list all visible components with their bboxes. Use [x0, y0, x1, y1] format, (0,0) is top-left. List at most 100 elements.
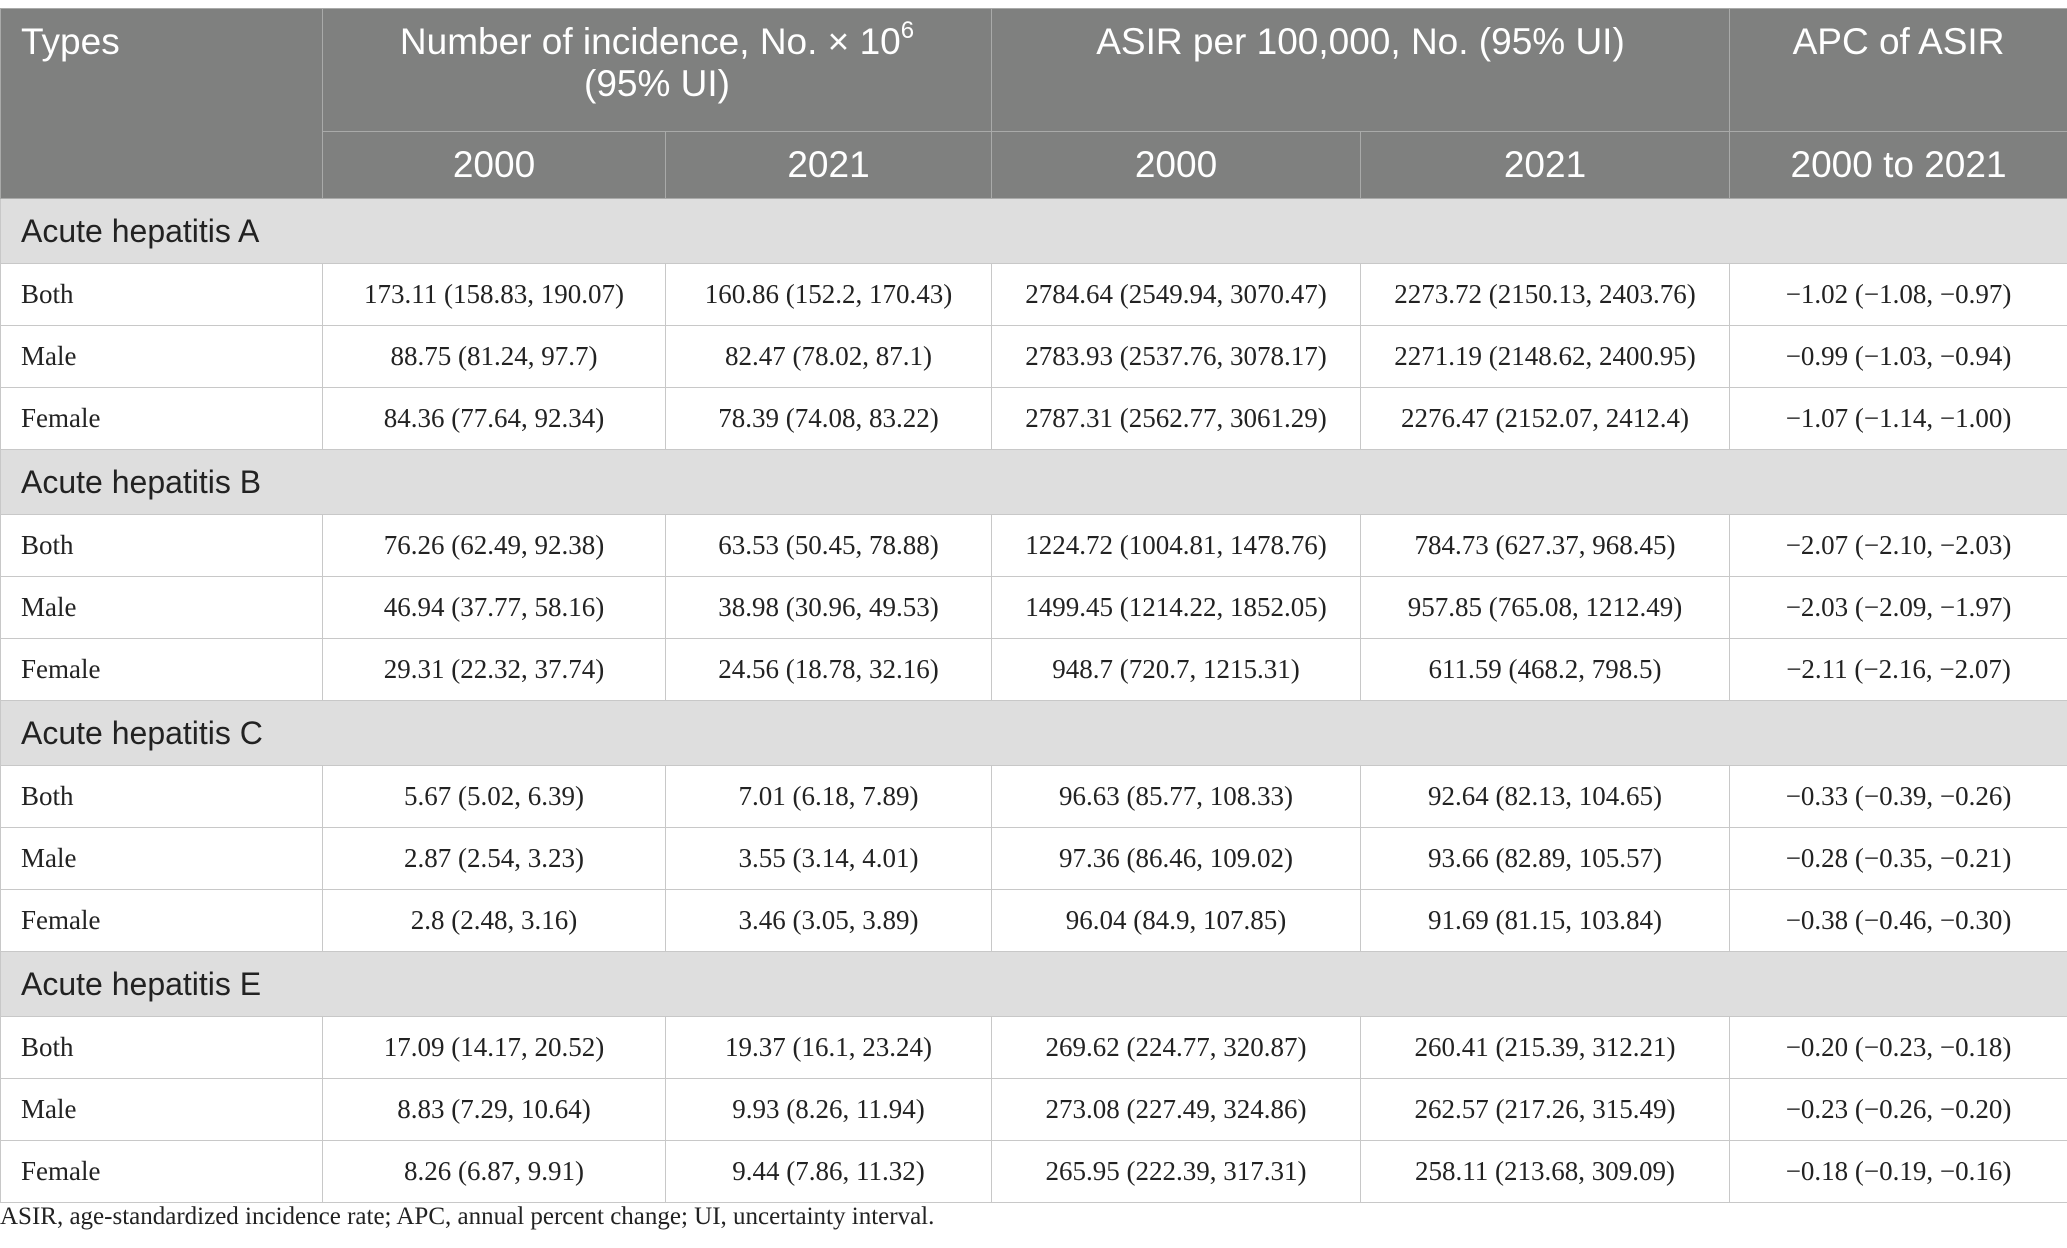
header-incidence-2000: 2000 — [322, 131, 666, 199]
incidence-2000-cell: 76.26 (62.49, 92.38) — [322, 514, 666, 577]
header-row-top: Types Number of incidence, No. × 106 (95… — [0, 8, 2067, 199]
incidence-2021-cell: 38.98 (30.96, 49.53) — [664, 576, 993, 639]
table-row: Both 17.09 (14.17, 20.52) 19.37 (16.1, 23.… — [0, 1016, 2067, 1079]
incidence-2021-cell: 24.56 (18.78, 32.16) — [664, 638, 993, 701]
asir-2021-cell: 91.69 (81.15, 103.84) — [1360, 889, 1731, 952]
asir-2000-cell: 1499.45 (1214.22, 1852.05) — [991, 576, 1362, 639]
asir-2021-cell: 2273.72 (2150.13, 2403.76) — [1360, 263, 1731, 326]
incidence-2000-cell: 5.67 (5.02, 6.39) — [322, 765, 666, 828]
incidence-2000-cell: 8.26 (6.87, 9.91) — [322, 1140, 666, 1203]
row-label: Both — [0, 1016, 323, 1079]
row-label: Male — [0, 827, 323, 890]
incidence-2021-cell: 63.53 (50.45, 78.88) — [664, 514, 993, 577]
asir-2000-cell: 2787.31 (2562.77, 3061.29) — [991, 387, 1362, 450]
row-label: Both — [0, 263, 323, 326]
table-row: Male 2.87 (2.54, 3.23) 3.55 (3.14, 4.01) 97… — [0, 827, 2067, 890]
asir-2021-cell: 2276.47 (2152.07, 2412.4) — [1360, 387, 1731, 450]
apc-cell: −0.23 (−0.26, −0.20) — [1729, 1078, 2067, 1141]
row-label: Female — [0, 387, 323, 450]
incidence-2000-cell: 8.83 (7.29, 10.64) — [322, 1078, 666, 1141]
group-header-row: Acute hepatitis B — [0, 449, 2067, 515]
asir-2000-cell: 96.04 (84.9, 107.85) — [991, 889, 1362, 952]
header-asir-2000: 2000 — [991, 131, 1362, 199]
header-incidence: Number of incidence, No. × 106 (95% UI) — [321, 8, 993, 132]
row-label: Both — [0, 514, 323, 577]
header-apc: APC of ASIR — [1729, 8, 2067, 132]
incidence-2000-cell: 2.8 (2.48, 3.16) — [322, 889, 666, 952]
incidence-2000-cell: 2.87 (2.54, 3.23) — [322, 827, 666, 890]
asir-2000-cell: 273.08 (227.49, 324.86) — [991, 1078, 1362, 1141]
apc-cell: −2.03 (−2.09, −1.97) — [1729, 576, 2067, 639]
header-incidence-2021: 2021 — [664, 131, 993, 199]
asir-2000-cell: 269.62 (224.77, 320.87) — [991, 1016, 1362, 1079]
header-asir-2021: 2021 — [1360, 131, 1731, 199]
table-row: Female 2.8 (2.48, 3.16) 3.46 (3.05, 3.89) 9… — [0, 889, 2067, 952]
incidence-2000-cell: 29.31 (22.32, 37.74) — [322, 638, 666, 701]
table-row: Both 5.67 (5.02, 6.39) 7.01 (6.18, 7.89) 96… — [0, 765, 2067, 828]
asir-2000-cell: 948.7 (720.7, 1215.31) — [991, 638, 1362, 701]
row-label: Female — [0, 1140, 323, 1203]
asir-2000-cell: 265.95 (222.39, 317.31) — [991, 1140, 1362, 1203]
asir-2021-cell: 2271.19 (2148.62, 2400.95) — [1360, 325, 1731, 388]
row-label: Male — [0, 325, 323, 388]
table-row: Both 173.11 (158.83, 190.07) 160.86 (152.2… — [0, 263, 2067, 326]
asir-2021-cell: 92.64 (82.13, 104.65) — [1360, 765, 1731, 828]
table-row: Female 84.36 (77.64, 92.34) 78.39 (74.08, … — [0, 387, 2067, 450]
asir-2000-cell: 1224.72 (1004.81, 1478.76) — [991, 514, 1362, 577]
incidence-table: Types Number of incidence, No. × 106 (95… — [0, 8, 2067, 1203]
apc-cell: −1.02 (−1.08, −0.97) — [1729, 263, 2067, 326]
asir-2021-cell: 611.59 (468.2, 798.5) — [1360, 638, 1731, 701]
group-title: Acute hepatitis A — [0, 198, 2067, 264]
asir-2000-cell: 2783.93 (2537.76, 3078.17) — [991, 325, 1362, 388]
incidence-2021-cell: 7.01 (6.18, 7.89) — [664, 765, 993, 828]
incidence-2000-cell: 173.11 (158.83, 190.07) — [322, 263, 666, 326]
asir-2021-cell: 258.11 (213.68, 309.09) — [1360, 1140, 1731, 1203]
incidence-2021-cell: 19.37 (16.1, 23.24) — [664, 1016, 993, 1079]
incidence-2021-cell: 78.39 (74.08, 83.22) — [664, 387, 993, 450]
group-header-row: Acute hepatitis C — [0, 700, 2067, 766]
apc-cell: −0.18 (−0.19, −0.16) — [1729, 1140, 2067, 1203]
header-incidence-exponent: 6 — [900, 17, 915, 44]
apc-cell: −2.07 (−2.10, −2.03) — [1729, 514, 2067, 577]
row-label: Female — [0, 638, 323, 701]
group-title: Acute hepatitis E — [0, 951, 2067, 1017]
asir-2000-cell: 96.63 (85.77, 108.33) — [991, 765, 1362, 828]
header-incidence-label: Number of incidence, No. × 10 — [399, 21, 901, 62]
group-header-row: Acute hepatitis A — [0, 198, 2067, 264]
table-row: Male 8.83 (7.29, 10.64) 9.93 (8.26, 11.94)… — [0, 1078, 2067, 1141]
incidence-2021-cell: 160.86 (152.2, 170.43) — [664, 263, 993, 326]
header-asir: ASIR per 100,000, No. (95% UI) — [991, 8, 1731, 132]
table-row: Both 76.26 (62.49, 92.38) 63.53 (50.45, 78… — [0, 514, 2067, 577]
asir-2021-cell: 957.85 (765.08, 1212.49) — [1360, 576, 1731, 639]
incidence-2000-cell: 84.36 (77.64, 92.34) — [322, 387, 666, 450]
header-apc-period: 2000 to 2021 — [1729, 131, 2067, 199]
row-label: Male — [0, 576, 323, 639]
incidence-2021-cell: 82.47 (78.02, 87.1) — [664, 325, 993, 388]
asir-2000-cell: 97.36 (86.46, 109.02) — [991, 827, 1362, 890]
apc-cell: −0.28 (−0.35, −0.21) — [1729, 827, 2067, 890]
incidence-2021-cell: 3.55 (3.14, 4.01) — [664, 827, 993, 890]
table-row: Female 29.31 (22.32, 37.74) 24.56 (18.78, … — [0, 638, 2067, 701]
row-label: Female — [0, 889, 323, 952]
asir-2021-cell: 93.66 (82.89, 105.57) — [1360, 827, 1731, 890]
row-label: Male — [0, 1078, 323, 1141]
asir-2000-cell: 2784.64 (2549.94, 3070.47) — [991, 263, 1362, 326]
table-row: Female 8.26 (6.87, 9.91) 9.44 (7.86, 11.32… — [0, 1140, 2067, 1203]
table-row: Male 46.94 (37.77, 58.16) 38.98 (30.96, 49… — [0, 576, 2067, 639]
asir-2021-cell: 262.57 (217.26, 315.49) — [1360, 1078, 1731, 1141]
incidence-2021-cell: 9.93 (8.26, 11.94) — [664, 1078, 993, 1141]
asir-2021-cell: 260.41 (215.39, 312.21) — [1360, 1016, 1731, 1079]
incidence-2021-cell: 9.44 (7.86, 11.32) — [664, 1140, 993, 1203]
incidence-table-container: Types Number of incidence, No. × 106 (95… — [0, 8, 2067, 1203]
incidence-2000-cell: 46.94 (37.77, 58.16) — [322, 576, 666, 639]
apc-cell: −1.07 (−1.14, −1.00) — [1729, 387, 2067, 450]
group-header-row: Acute hepatitis E — [0, 951, 2067, 1017]
group-title: Acute hepatitis C — [0, 700, 2067, 766]
group-title: Acute hepatitis B — [0, 449, 2067, 515]
incidence-2021-cell: 3.46 (3.05, 3.89) — [664, 889, 993, 952]
apc-cell: −0.38 (−0.46, −0.30) — [1729, 889, 2067, 952]
header-incidence-ui: (95% UI) — [584, 63, 730, 104]
table-row: Male 88.75 (81.24, 97.7) 82.47 (78.02, 87.… — [0, 325, 2067, 388]
asir-2021-cell: 784.73 (627.37, 968.45) — [1360, 514, 1731, 577]
header-types: Types — [0, 8, 323, 199]
